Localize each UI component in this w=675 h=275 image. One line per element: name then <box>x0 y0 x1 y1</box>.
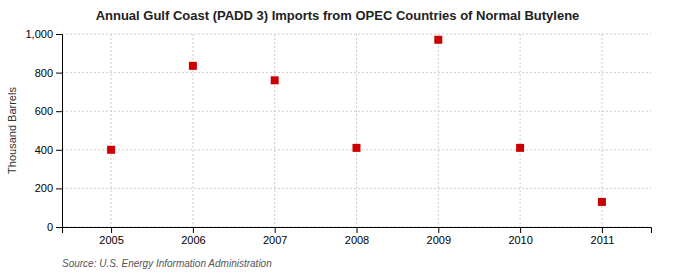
plot: 2005 2006 2007 2008 2009 2010 2011 0 200 400 600 80… <box>25 28 651 246</box>
y-tick-label: 1,000 <box>25 28 53 40</box>
x-tick-mark <box>193 227 194 233</box>
point <box>353 144 361 152</box>
y-tick-label: 0 <box>47 221 53 233</box>
grid-line-x <box>274 34 275 227</box>
x-tick-label: 2005 <box>99 234 123 246</box>
y-tick-mark <box>56 73 62 74</box>
y-tick-mark <box>56 111 62 112</box>
y-tick-label: 400 <box>35 144 53 156</box>
y-tick: 0 <box>47 221 62 233</box>
y-tick: 600 <box>35 105 62 117</box>
point <box>598 198 606 206</box>
grid-line-x <box>520 34 521 227</box>
grid-line-x <box>356 34 357 227</box>
x-tick-label: 2006 <box>181 234 205 246</box>
points <box>107 36 606 206</box>
x-tick-mark <box>520 227 521 233</box>
x-tick-mark <box>275 227 276 233</box>
x-tick: 2009 <box>427 227 451 246</box>
x-tick-label: 2010 <box>508 234 532 246</box>
y-tick-mark <box>56 150 62 151</box>
x-tick-label: 2007 <box>263 234 287 246</box>
y-tick-mark <box>56 227 62 228</box>
y-tick-label: 800 <box>35 67 53 79</box>
chart: 2005 2006 2007 2008 2009 2010 2011 0 200 400 600 80… <box>0 0 675 275</box>
title: Annual Gulf Coast (PADD 3) Imports from … <box>96 8 580 23</box>
point <box>516 144 524 152</box>
grid-line-y <box>62 34 651 35</box>
y-tick-label: 600 <box>35 105 53 117</box>
x-tick: 2007 <box>263 227 287 246</box>
x-tick-label: 2011 <box>591 234 615 246</box>
x-tick: 2011 <box>591 227 615 246</box>
x-tick-mark <box>111 227 112 233</box>
y-tick: 200 <box>35 182 62 194</box>
x-axis-line <box>63 228 652 234</box>
grid <box>62 34 651 227</box>
y-axis-line <box>56 35 63 228</box>
y-tick: 800 <box>35 67 62 79</box>
grid-line-y <box>62 111 651 112</box>
source-note: Source: U.S. Energy Information Administ… <box>62 258 272 269</box>
x-tick: 2008 <box>345 227 369 246</box>
grid-line-y <box>62 188 651 189</box>
x-tick-mark <box>357 227 358 233</box>
x-tick-mark <box>602 227 603 233</box>
grid-line-x <box>438 34 439 227</box>
grid-line-x <box>111 34 112 227</box>
x-tick: 2005 <box>99 227 123 246</box>
x-tick-label: 2009 <box>427 234 451 246</box>
y-tick-label: 200 <box>35 182 53 194</box>
grid-line-y <box>62 72 651 73</box>
x-tick-mark <box>438 227 439 233</box>
x-tick: 2006 <box>181 227 205 246</box>
y-tick-mark <box>56 188 62 189</box>
x-tick: 2010 <box>508 227 532 246</box>
point <box>189 62 197 70</box>
y-tick-mark <box>56 34 62 35</box>
y-axis: 0 200 400 600 800 1,000 <box>25 28 62 233</box>
y-tick: 1,000 <box>25 28 62 40</box>
y-tick: 400 <box>35 144 62 156</box>
x-tick-label: 2008 <box>345 234 369 246</box>
x-axis: 2005 2006 2007 2008 2009 2010 2011 <box>63 227 652 246</box>
point <box>271 76 279 84</box>
y-axis-title: Thousand Barrels <box>6 87 18 174</box>
point <box>107 146 115 154</box>
point <box>434 36 442 44</box>
